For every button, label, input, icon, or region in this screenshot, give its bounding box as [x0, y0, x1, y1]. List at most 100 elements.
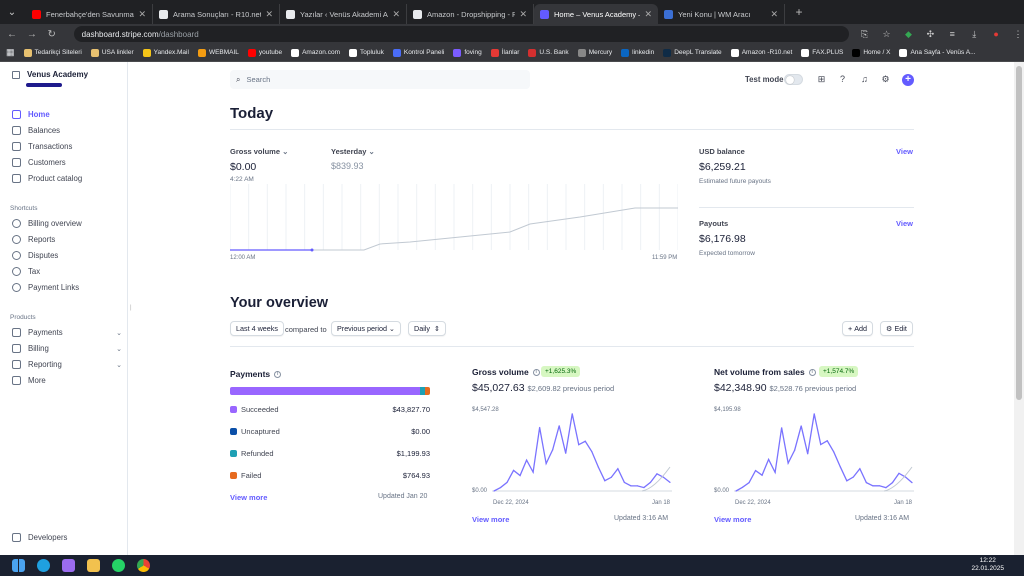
- payments-title-text: Payments: [230, 369, 271, 379]
- sidebar-item-developers[interactable]: Developers: [12, 533, 122, 542]
- tab-close-icon[interactable]: ✕: [265, 8, 273, 19]
- bookmark-item[interactable]: WEBMAIL: [197, 48, 239, 57]
- browser-tab[interactable]: Arama Sonuçları - R10.net ✕: [153, 4, 280, 24]
- bookmark-item[interactable]: Tedarikçi Siteleri: [23, 48, 82, 57]
- tab-menu-icon[interactable]: ⌄: [7, 6, 17, 18]
- sidebar-shortcut-disputes[interactable]: Disputes: [12, 251, 122, 260]
- bookmark-item[interactable]: İlanlar: [490, 48, 519, 57]
- gross-volume-selector[interactable]: Gross volume ⌄: [230, 147, 288, 156]
- sidebar-shortcut-billing-overview[interactable]: Billing overview: [12, 219, 122, 228]
- gross-view-more[interactable]: View more: [472, 515, 510, 524]
- usd-balance-view-link[interactable]: View: [896, 147, 913, 156]
- chart-series-line: [493, 413, 671, 492]
- bookmark-item[interactable]: Yandex.Mail: [142, 48, 189, 57]
- windows-start-icon[interactable]: [12, 559, 25, 572]
- info-icon[interactable]: i: [274, 371, 282, 379]
- sidebar-shortcut-payment-links[interactable]: Payment Links: [12, 283, 122, 292]
- bookmark-item[interactable]: linkedin: [621, 48, 654, 57]
- tab-close-icon[interactable]: ✕: [392, 8, 400, 19]
- bookmark-item[interactable]: U.S. Bank: [528, 48, 569, 57]
- tab-close-icon[interactable]: ✕: [644, 8, 652, 19]
- browser-tab[interactable]: Yazılar ‹ Venüs Akademi Amaz ✕: [280, 4, 407, 24]
- sidebar-shortcut-reports[interactable]: Reports: [12, 235, 122, 244]
- browser-tab[interactable]: Amazon - Dropshipping - Para ✕: [407, 4, 534, 24]
- new-tab-button[interactable]: +: [795, 5, 803, 19]
- translate-icon[interactable]: ⎘: [860, 29, 869, 39]
- bookmark-item[interactable]: Ana Sayfa - Venüs A...: [899, 48, 976, 57]
- sidebar-shortcut-tax[interactable]: Tax: [12, 267, 122, 276]
- whatsapp-icon[interactable]: [112, 559, 125, 572]
- media-icon[interactable]: ≡: [949, 29, 955, 39]
- bookmark-item[interactable]: Kontrol Paneli: [392, 48, 444, 57]
- payment-row-refunded[interactable]: Refunded $1,199.93: [230, 449, 430, 458]
- browser-tab[interactable]: Fenerbahçe'den Savunmaya Du ✕: [26, 4, 153, 24]
- copilot-icon[interactable]: [62, 559, 75, 572]
- payouts-view-link[interactable]: View: [896, 219, 913, 228]
- date-range-button[interactable]: Last 4 weeks: [230, 321, 284, 336]
- apps-icon[interactable]: ▦: [6, 47, 15, 57]
- downloads-icon[interactable]: ⤓: [972, 29, 977, 39]
- edit-button[interactable]: ⚙ Edit: [880, 321, 913, 336]
- bookmark-star-icon[interactable]: ☆: [882, 29, 891, 39]
- resize-handle[interactable]: |: [130, 305, 132, 311]
- back-icon[interactable]: ←: [6, 28, 17, 40]
- file-explorer-icon[interactable]: [87, 559, 100, 572]
- payment-row-uncaptured[interactable]: Uncaptured $0.00: [230, 427, 430, 436]
- create-plus-button[interactable]: +: [902, 74, 914, 86]
- bookmark-item[interactable]: FAX.PLUS: [801, 48, 843, 57]
- sidebar-product-reporting[interactable]: Reporting ⌄: [12, 360, 122, 369]
- sidebar-item-customers[interactable]: Customers: [12, 158, 122, 167]
- bookmark-item[interactable]: Topluluk: [349, 48, 384, 57]
- apps-grid-icon[interactable]: ⊞: [817, 74, 826, 84]
- sidebar-product-more[interactable]: More: [12, 376, 122, 385]
- payment-row-succeeded[interactable]: Succeeded $43,827.70: [230, 405, 430, 414]
- profile-avatar[interactable]: ●: [993, 29, 999, 39]
- tab-close-icon[interactable]: ✕: [519, 8, 527, 19]
- info-icon[interactable]: i: [532, 369, 540, 377]
- add-button[interactable]: + Add: [842, 321, 873, 336]
- browser-tab[interactable]: Yeni Konu | WM Aracı ✕: [658, 4, 785, 24]
- reload-icon[interactable]: ↻: [47, 28, 56, 40]
- notifications-icon[interactable]: ♫: [861, 74, 868, 84]
- sidebar-product-payments[interactable]: Payments ⌄: [12, 328, 122, 337]
- bookmark-item[interactable]: USA linkler: [90, 48, 134, 57]
- bookmark-item[interactable]: DeepL Translate: [663, 48, 722, 57]
- sidebar-item-transactions[interactable]: Transactions: [12, 142, 122, 151]
- bookmark-item[interactable]: foving: [453, 48, 482, 57]
- shield-extension-icon[interactable]: ◆: [904, 29, 912, 39]
- scrollbar-thumb[interactable]: [1016, 66, 1022, 400]
- sidebar-item-home[interactable]: Home: [12, 110, 122, 119]
- edge-icon[interactable]: [37, 559, 50, 572]
- bookmark-item[interactable]: Amazon.com: [291, 48, 340, 57]
- forward-icon[interactable]: →: [26, 28, 37, 40]
- tab-title: Yazılar ‹ Venüs Akademi Amaz: [300, 9, 388, 19]
- tab-close-icon[interactable]: ✕: [138, 8, 146, 19]
- bookmark-item[interactable]: Mercury: [577, 48, 612, 57]
- extensions-icon[interactable]: ✣: [926, 29, 935, 39]
- yesterday-selector[interactable]: Yesterday ⌄: [331, 147, 375, 156]
- comparison-period-select[interactable]: Previous period ⌄: [331, 321, 401, 336]
- chrome-icon[interactable]: [137, 559, 150, 572]
- interval-select[interactable]: Daily ⇕: [408, 321, 447, 336]
- page-scrollbar[interactable]: [1014, 62, 1024, 555]
- tab-close-icon[interactable]: ✕: [770, 8, 778, 19]
- info-icon[interactable]: i: [808, 369, 816, 377]
- test-mode-toggle[interactable]: [784, 74, 803, 85]
- sidebar-product-billing[interactable]: Billing ⌄: [12, 344, 122, 353]
- browser-menu-icon[interactable]: ⋮: [1013, 29, 1023, 39]
- payment-row-failed[interactable]: Failed $764.93: [230, 471, 430, 480]
- bookmark-item[interactable]: Amazon -R10.net: [730, 48, 792, 57]
- account-switcher[interactable]: Venus Academy: [12, 70, 88, 79]
- bookmark-item[interactable]: youtube: [247, 48, 282, 57]
- settings-gear-icon[interactable]: ⚙: [881, 74, 890, 84]
- net-view-more[interactable]: View more: [714, 515, 752, 524]
- search-input[interactable]: ⌕ Search: [230, 70, 530, 89]
- address-bar[interactable]: dashboard.stripe.com/dashboard: [73, 26, 849, 42]
- help-icon[interactable]: ?: [839, 74, 845, 84]
- sidebar-item-balances[interactable]: Balances: [12, 126, 122, 135]
- system-clock[interactable]: 12:22 22.01.2025: [971, 557, 1004, 573]
- browser-tab[interactable]: Home – Venus Academy – Strip ✕: [534, 4, 658, 24]
- payments-view-more[interactable]: View more: [230, 493, 268, 502]
- bookmark-item[interactable]: Home / X: [852, 48, 890, 57]
- sidebar-item-product-catalog[interactable]: Product catalog: [12, 174, 122, 183]
